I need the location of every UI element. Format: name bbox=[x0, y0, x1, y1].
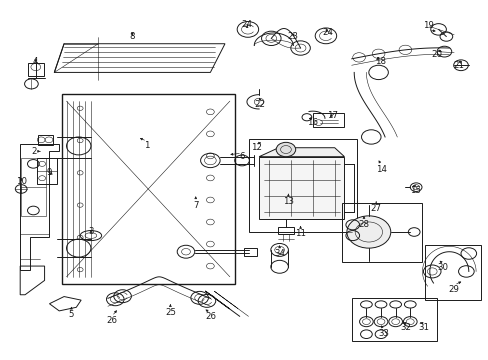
Text: 33: 33 bbox=[377, 329, 388, 338]
Bar bbox=[38, 135, 53, 145]
Text: 16: 16 bbox=[306, 118, 318, 127]
Text: 11: 11 bbox=[294, 229, 305, 238]
Bar bbox=[351, 298, 436, 341]
Text: 30: 30 bbox=[437, 264, 447, 273]
Bar bbox=[341, 203, 422, 262]
Text: 10: 10 bbox=[16, 177, 27, 186]
Text: 8: 8 bbox=[129, 32, 135, 41]
Text: 26: 26 bbox=[204, 312, 215, 321]
Text: 27: 27 bbox=[370, 204, 381, 213]
Text: 17: 17 bbox=[326, 111, 337, 120]
Text: 2: 2 bbox=[31, 147, 37, 156]
Text: 21: 21 bbox=[453, 61, 464, 70]
Bar bbox=[27, 63, 44, 76]
Text: 18: 18 bbox=[374, 57, 385, 66]
Text: 9: 9 bbox=[47, 168, 52, 177]
Bar bbox=[259, 157, 344, 220]
Text: 15: 15 bbox=[409, 186, 420, 195]
Text: 24: 24 bbox=[241, 19, 252, 28]
Circle shape bbox=[346, 216, 390, 248]
Bar bbox=[424, 244, 480, 300]
Text: 32: 32 bbox=[400, 323, 411, 332]
Bar bbox=[21, 158, 45, 216]
Text: 12: 12 bbox=[251, 143, 262, 152]
Text: 19: 19 bbox=[423, 21, 433, 30]
Text: 3: 3 bbox=[88, 228, 94, 237]
Text: 24: 24 bbox=[321, 28, 332, 37]
Text: 28: 28 bbox=[358, 220, 369, 229]
Bar bbox=[277, 226, 294, 234]
Text: 23: 23 bbox=[287, 32, 298, 41]
Polygon shape bbox=[259, 148, 344, 157]
Bar bbox=[244, 248, 256, 256]
Text: 7: 7 bbox=[193, 201, 198, 210]
Text: 34: 34 bbox=[274, 249, 285, 258]
Bar bbox=[61, 94, 234, 284]
Text: 31: 31 bbox=[417, 323, 428, 332]
Text: 5: 5 bbox=[68, 310, 74, 319]
Circle shape bbox=[276, 142, 295, 157]
Text: 20: 20 bbox=[431, 50, 442, 59]
Bar bbox=[37, 158, 57, 184]
Text: 14: 14 bbox=[375, 165, 386, 174]
Text: 6: 6 bbox=[239, 152, 244, 161]
Text: 4: 4 bbox=[33, 57, 39, 66]
Text: 29: 29 bbox=[448, 285, 459, 294]
Text: 13: 13 bbox=[282, 197, 293, 206]
Text: 1: 1 bbox=[144, 141, 149, 150]
Text: 26: 26 bbox=[106, 316, 117, 325]
Bar bbox=[249, 139, 356, 232]
Bar bbox=[312, 113, 344, 127]
Text: 22: 22 bbox=[254, 100, 265, 109]
Text: 25: 25 bbox=[164, 308, 176, 317]
